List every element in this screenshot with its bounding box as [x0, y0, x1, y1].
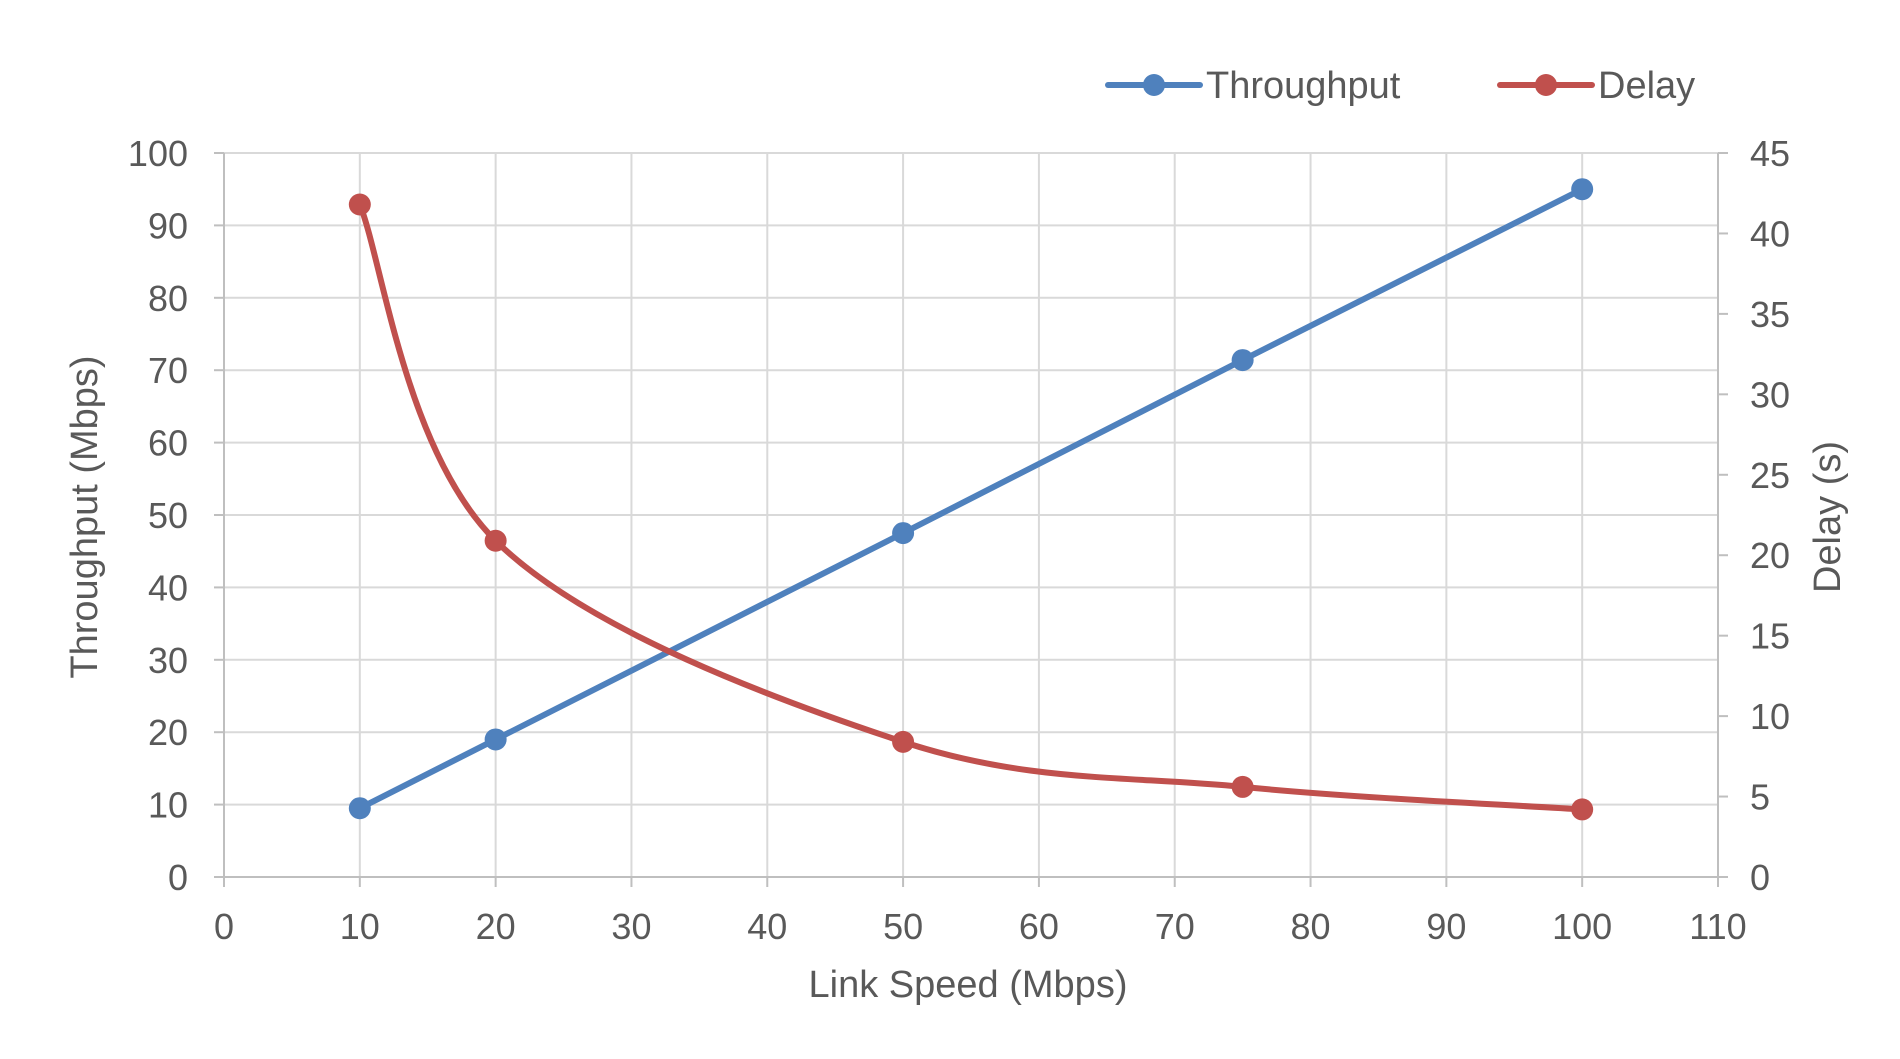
gridlines	[224, 152, 1719, 877]
legend-label: Throughput	[1206, 65, 1401, 107]
x-tick-label: 100	[1552, 906, 1612, 947]
y-axis-title: Throughput (Mbps)	[64, 355, 106, 678]
x-tick-label: 20	[476, 906, 516, 947]
series-layer	[348, 178, 1594, 821]
y-tick-label: 40	[148, 567, 188, 608]
legend-swatch-marker	[1143, 74, 1165, 96]
delay-line	[356, 201, 1586, 813]
legend-swatch-marker	[1535, 74, 1557, 96]
y2-tick-label: 20	[1750, 535, 1790, 576]
x-tick-label: 0	[214, 906, 234, 947]
axes	[214, 152, 1728, 887]
throughput-point	[1231, 349, 1254, 372]
x-axis-tick-labels: 0 10 20 30 40 50 60 70 80 90 100 110	[214, 906, 1747, 947]
legend-item-delay: Delay	[1497, 65, 1695, 107]
y2-tick-label: 45	[1750, 133, 1790, 174]
y-tick-label: 100	[128, 133, 188, 174]
delay-point	[348, 193, 371, 216]
x-tick-label: 30	[611, 906, 651, 947]
y2-tick-label: 5	[1750, 777, 1770, 818]
y-tick-label: 10	[148, 785, 188, 826]
series-throughput	[348, 178, 1594, 820]
legend-item-throughput: Throughput	[1105, 65, 1401, 107]
y-axis-tick-labels: 0 10 20 30 40 50 60 70 80 90 100	[128, 133, 188, 898]
y-tick-label: 90	[148, 205, 188, 246]
y2-tick-label: 25	[1750, 455, 1790, 496]
y-tick-label: 50	[148, 495, 188, 536]
delay-point	[484, 529, 507, 552]
delay-point	[892, 730, 915, 753]
y-tick-label: 0	[168, 857, 188, 898]
delay-point	[1571, 798, 1594, 821]
throughput-point	[892, 522, 915, 545]
x-tick-label: 10	[340, 906, 380, 947]
x-tick-label: 110	[1689, 906, 1746, 947]
throughput-point	[348, 797, 371, 820]
x-tick-label: 40	[747, 906, 787, 947]
throughput-line	[356, 186, 1586, 812]
y2-axis-title: Delay (s)	[1807, 441, 1849, 593]
x-tick-label: 80	[1291, 906, 1331, 947]
y2-axis-tick-labels: 0 5 10 15 20 25 30 35 40 45	[1750, 133, 1790, 898]
y-tick-label: 30	[148, 640, 188, 681]
delay-point	[1231, 775, 1254, 798]
y2-tick-label: 0	[1750, 857, 1770, 898]
y-tick-label: 70	[148, 350, 188, 391]
throughput-point	[484, 728, 507, 751]
y-tick-label: 20	[148, 712, 188, 753]
y2-tick-label: 40	[1750, 213, 1790, 254]
legend: Throughput Delay	[1105, 65, 1695, 107]
x-tick-label: 60	[1019, 906, 1059, 947]
series-delay	[348, 193, 1594, 821]
x-tick-label: 90	[1426, 906, 1466, 947]
x-tick-label: 70	[1155, 906, 1195, 947]
y-tick-label: 80	[148, 278, 188, 319]
y2-tick-label: 15	[1750, 616, 1790, 657]
throughput-point	[1571, 178, 1594, 201]
y2-tick-label: 30	[1750, 374, 1790, 415]
x-axis-title: Link Speed (Mbps)	[809, 964, 1128, 1006]
y2-tick-label: 35	[1750, 294, 1790, 335]
x-tick-label: 50	[883, 906, 923, 947]
legend-label: Delay	[1598, 65, 1695, 107]
y-tick-label: 60	[148, 423, 188, 464]
y2-tick-label: 10	[1750, 696, 1790, 737]
